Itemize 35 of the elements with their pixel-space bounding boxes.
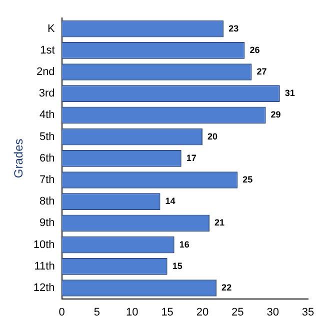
x-tick-label: 25 [232,306,244,318]
data-label: 26 [250,44,260,55]
y-tick-label: 11th [34,260,55,272]
x-tick-label: 30 [266,306,279,318]
y-axis-title: Grades [12,138,26,178]
data-label: 21 [214,218,225,228]
data-label: 23 [228,23,239,34]
y-tick-label: 5th [40,130,55,143]
y-tick-label: 2nd [36,66,55,78]
y-tick-label: 1st [40,44,55,56]
y-tick-label: 8th [40,196,55,208]
y-tick-label: 6th [40,152,55,164]
data-label: 20 [207,131,218,142]
x-tick-label: 10 [126,306,138,318]
x-tick-label: 5 [94,306,100,318]
data-label: 27 [256,66,267,76]
x-tick-label: 35 [302,306,314,318]
x-tick-label: 15 [161,306,174,318]
data-label: 31 [284,88,295,98]
data-label: 14 [165,196,176,206]
data-label: 22 [222,282,232,292]
y-tick-label: K [47,22,56,35]
data-label: 25 [242,174,253,184]
y-tick-label: 10th [33,238,55,251]
data-label: 17 [186,152,196,163]
x-tick-label: 20 [196,306,209,318]
y-tick-label: 7th [40,174,55,186]
y-tick-label: 12th [33,282,55,294]
y-tick-label: 4th [40,109,55,122]
x-tick-label: 0 [58,306,65,318]
data-label: 16 [179,239,190,250]
y-tick-label: 9th [40,217,55,230]
y-tick-label: 3rd [38,88,55,100]
data-label: 29 [270,110,281,120]
data-label: 15 [172,260,182,271]
